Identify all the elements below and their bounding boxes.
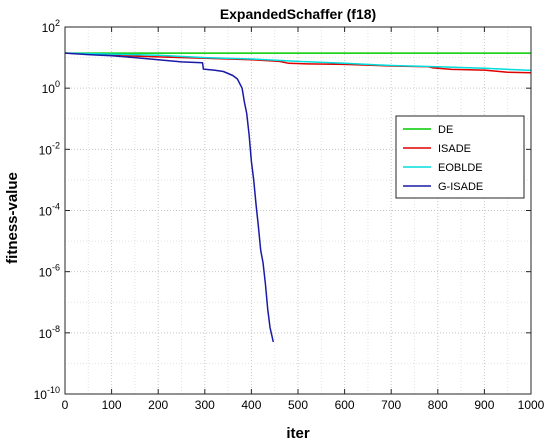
chart-title: ExpandedSchaffer (f18) (220, 6, 376, 22)
y-tick-label: 102 (42, 18, 60, 35)
x-tick-label: 100 (102, 398, 122, 412)
legend-label-eoblde: EOBLDE (438, 162, 483, 174)
x-tick-label: 0 (62, 398, 69, 412)
x-tick-label: 800 (428, 398, 448, 412)
x-axis-label: iter (286, 425, 310, 442)
y-tick-label: 10-10 (34, 385, 60, 402)
x-tick-label: 300 (195, 398, 215, 412)
y-tick-label: 10-4 (39, 202, 60, 219)
x-tick-label: 200 (148, 398, 168, 412)
y-tick-label: 10-6 (39, 263, 60, 280)
y-tick-label: 10-8 (39, 324, 60, 341)
x-tick-label: 700 (381, 398, 401, 412)
x-tick-label: 400 (241, 398, 261, 412)
x-tick-label: 500 (288, 398, 308, 412)
series-line-g-isade (64, 52, 275, 343)
plot-area: 0 100 200 300 400 500 600 700 800 900 1000 102 100 10… (34, 18, 545, 412)
x-tick-label: 600 (335, 398, 355, 412)
legend: DE ISADE EOBLDE G-ISADE (395, 115, 525, 199)
y-axis-label: fitness-value (4, 172, 21, 264)
y-tick-label: 100 (42, 79, 60, 96)
legend-label-g-isade: G-ISADE (438, 181, 483, 193)
x-tick-label: 900 (474, 398, 494, 412)
legend-label-de: DE (438, 124, 453, 136)
y-tick-label: 10-2 (39, 140, 60, 157)
series-line-eoblde (64, 52, 532, 72)
x-tick-label: 1000 (518, 398, 545, 412)
legend-label-isade: ISADE (438, 143, 471, 155)
series-line-isade (64, 52, 532, 74)
